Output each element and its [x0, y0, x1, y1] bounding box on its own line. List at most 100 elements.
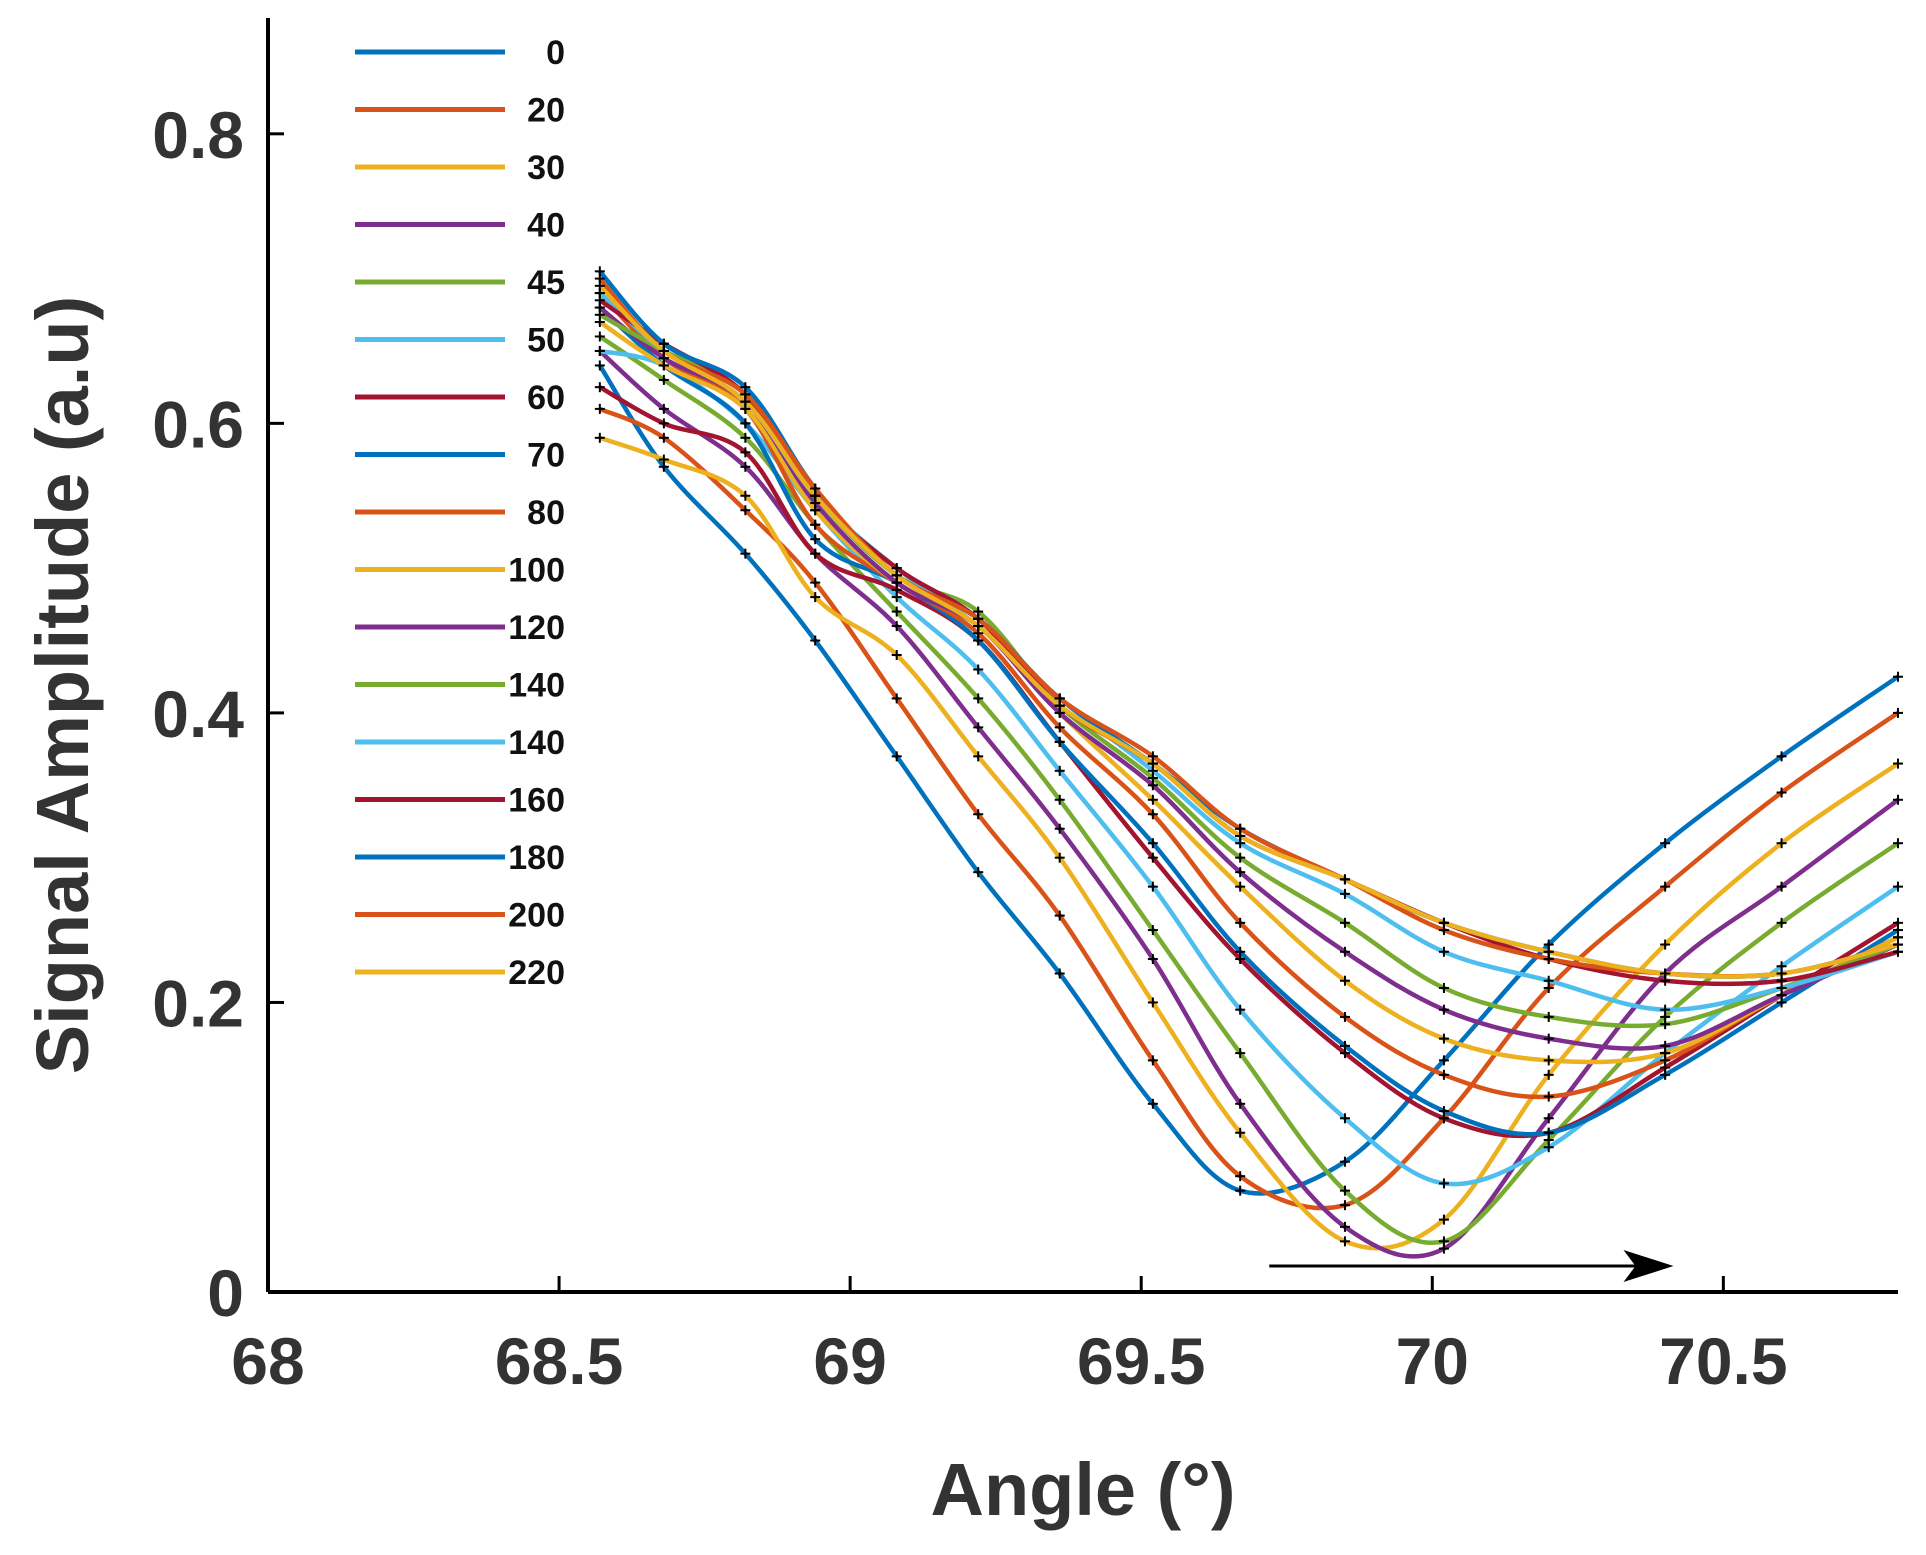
data-point-marker — [740, 548, 751, 559]
data-point-marker — [1147, 1098, 1158, 1109]
data-point-marker — [1776, 881, 1787, 892]
legend-label-2: 30 — [527, 149, 565, 187]
data-point-marker — [973, 751, 984, 762]
data-point-marker — [740, 461, 751, 472]
data-point-marker — [1776, 838, 1787, 849]
series-line-10 — [598, 305, 1899, 1051]
data-point-marker — [1054, 722, 1065, 733]
data-point-marker — [1543, 1011, 1554, 1022]
data-point-marker — [1660, 939, 1671, 950]
x-tick-label: 69 — [813, 1324, 886, 1398]
x-axis-title: Angle (°) — [931, 1448, 1236, 1531]
series-lines — [597, 269, 1900, 1259]
data-point-marker — [1147, 758, 1158, 769]
data-point-marker — [740, 505, 751, 516]
data-point-marker — [1438, 946, 1449, 957]
data-point-marker — [891, 621, 902, 632]
y-axis-title: Signal Amplitude (a.u) — [21, 296, 104, 1074]
y-tick-label: 0 — [207, 1256, 244, 1330]
legend-label-14: 180 — [508, 839, 565, 877]
legend-label-10: 120 — [508, 609, 565, 647]
series-line-16 — [598, 284, 1899, 979]
data-point-marker — [973, 693, 984, 704]
data-point-marker — [1776, 917, 1787, 928]
data-point-marker — [1054, 852, 1065, 863]
data-point-marker — [1147, 954, 1158, 965]
data-point-marker — [973, 664, 984, 675]
data-point-marker — [740, 432, 751, 443]
data-point-marker — [1147, 1055, 1158, 1066]
data-point-marker — [1235, 867, 1246, 878]
legend-label-11: 140 — [508, 667, 565, 705]
data-point-marker — [1776, 751, 1787, 762]
data-point-marker — [891, 751, 902, 762]
data-point-marker — [1438, 1106, 1449, 1117]
data-point-marker — [1235, 830, 1246, 841]
data-point-marker — [740, 418, 751, 429]
data-point-marker — [1660, 838, 1671, 849]
data-point-marker — [1147, 852, 1158, 863]
data-point-marker — [1438, 1236, 1449, 1247]
legend-label-9: 100 — [508, 552, 565, 590]
data-point-marker — [1543, 946, 1554, 957]
series-line-9 — [598, 320, 1900, 1065]
x-tick-label: 68 — [231, 1324, 304, 1398]
series-line-12 — [598, 291, 1899, 1012]
data-point-marker — [1147, 838, 1158, 849]
data-point-marker — [658, 454, 669, 465]
data-point-marker — [1339, 1040, 1350, 1051]
series-line-1 — [598, 406, 1900, 1211]
data-point-marker — [1438, 1004, 1449, 1015]
data-point-marker — [1438, 1055, 1449, 1066]
legend: 0 20 30 40 45 50 60 70 80 100 120 140 140 160 180 200 22… — [355, 34, 565, 992]
series-line-7 — [598, 305, 1900, 1137]
data-point-marker — [1660, 1004, 1671, 1015]
arrow-head-icon — [1623, 1250, 1674, 1282]
data-point-marker — [1339, 946, 1350, 957]
data-point-marker — [1054, 765, 1065, 776]
data-point-marker — [1776, 968, 1787, 979]
data-point-marker — [810, 635, 821, 646]
data-point-marker — [810, 592, 821, 603]
data-point-marker — [1235, 1171, 1246, 1182]
data-point-marker — [1054, 823, 1065, 834]
data-point-marker — [594, 345, 605, 356]
legend-label-13: 160 — [508, 782, 565, 820]
data-point-marker — [1235, 1098, 1246, 1109]
data-point-marker — [594, 360, 605, 371]
x-tick-label: 70 — [1396, 1324, 1469, 1398]
data-point-marker — [1543, 1069, 1554, 1080]
data-point-marker — [740, 490, 751, 501]
series-line-15 — [598, 277, 1899, 979]
series-line-0 — [597, 364, 1900, 1196]
data-point-marker — [1147, 809, 1158, 820]
data-point-marker — [1438, 917, 1449, 928]
data-point-marker — [1054, 910, 1065, 921]
data-point-marker — [1339, 888, 1350, 899]
axes — [266, 18, 1898, 1294]
data-point-marker — [1339, 1113, 1350, 1124]
data-point-marker — [1147, 997, 1158, 1008]
x-tick-label: 68.5 — [495, 1324, 623, 1398]
data-point-marker — [1235, 1127, 1246, 1138]
data-point-marker — [973, 722, 984, 733]
data-point-marker — [658, 374, 669, 385]
x-tick-label: 69.5 — [1077, 1324, 1205, 1398]
data-point-marker — [1660, 1040, 1671, 1051]
series-line-11 — [598, 312, 1899, 1029]
y-tick-label: 0.4 — [152, 677, 244, 751]
data-point-marker — [658, 432, 669, 443]
series-line-4 — [598, 334, 1900, 1245]
data-point-marker — [1235, 946, 1246, 957]
data-point-marker — [1235, 917, 1246, 928]
legend-label-3: 40 — [527, 207, 565, 245]
data-point-marker — [1339, 1221, 1350, 1232]
legend-label-7: 70 — [527, 437, 565, 475]
legend-label-8: 80 — [527, 494, 565, 532]
data-point-marker — [594, 382, 605, 393]
data-point-marker — [1339, 874, 1350, 885]
data-point-marker — [1147, 881, 1158, 892]
data-point-marker — [1893, 939, 1903, 950]
